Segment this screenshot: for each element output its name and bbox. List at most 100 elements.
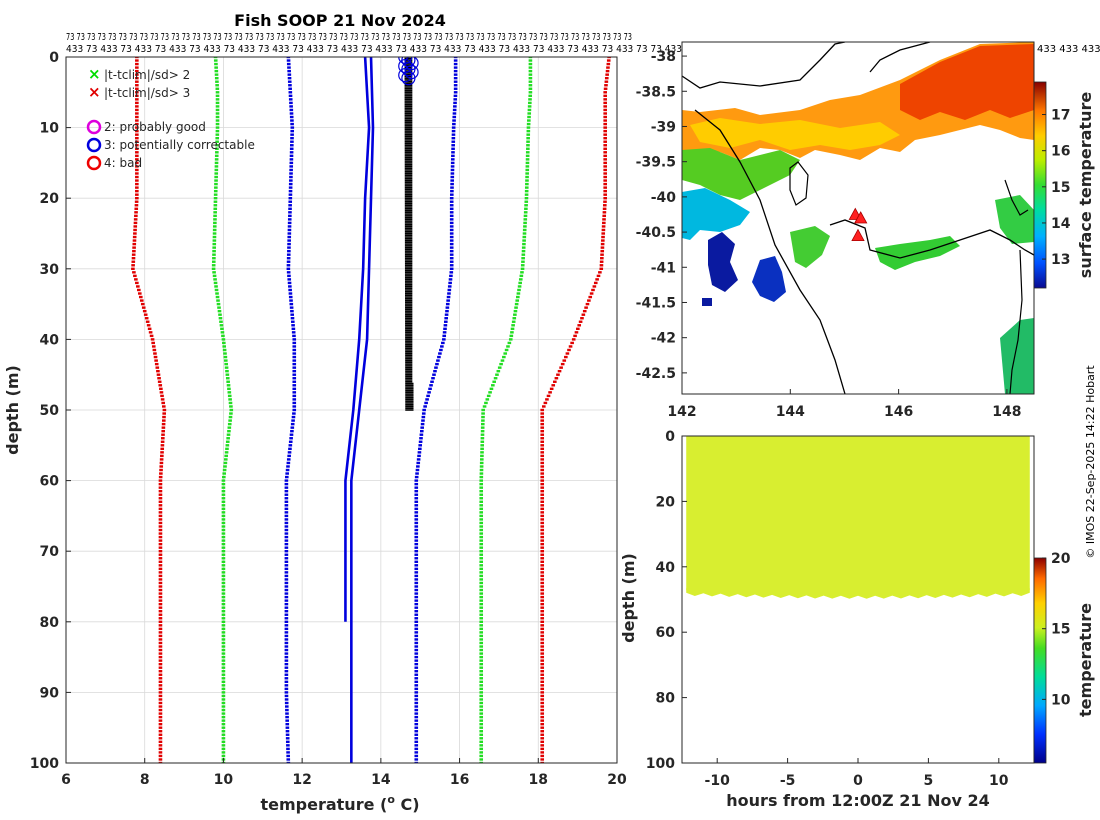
series-point [548,391,552,394]
series-point [479,659,484,662]
series-point [540,422,545,426]
td-colorbar [1033,557,1047,764]
series-point [448,278,453,281]
series-point [453,69,458,73]
series-point [289,302,294,306]
series-point [453,94,458,98]
series-point [540,687,545,691]
series-point [215,144,219,147]
profile-ytick-label: 30 [40,262,60,278]
series-point [292,377,297,380]
series-point [449,221,454,225]
series-point [221,652,226,655]
series-point [284,641,289,645]
series-point [480,451,484,454]
series-point [158,670,163,673]
series-point [603,122,607,126]
series-point [414,694,419,698]
series-point [540,606,545,609]
series-point [147,327,152,331]
series-point [221,687,226,691]
series-point [528,87,533,90]
series-point [284,560,289,563]
series-point [214,182,218,186]
series-point [290,144,294,147]
sst-colorbar-ticks: 13 14 15 16 17 [1042,108,1071,268]
series-point [154,362,159,366]
series-point [217,309,222,313]
series-point [229,408,234,412]
series-point [289,147,294,150]
series-point [518,281,522,285]
series-point [567,348,571,352]
series-point [212,271,216,274]
series-point [284,613,289,616]
series-point [414,553,419,556]
series-point [221,737,226,740]
series-point [414,751,419,754]
series-point [445,306,450,309]
series-point [215,91,220,94]
series-point [284,673,289,676]
series-point [287,249,291,253]
series-point [214,168,219,172]
series-point [540,454,545,458]
series-point [540,429,545,433]
series-point [292,408,297,412]
series-point [479,670,484,673]
series-point [479,602,484,606]
series-point [286,461,291,465]
series-point [602,221,606,225]
series-point [289,433,294,436]
series-point [215,122,220,126]
series-point [420,426,424,429]
series-point [451,147,455,150]
series-point [288,193,293,196]
series-point [215,108,220,112]
series-point [414,489,419,493]
series-point [158,602,163,606]
series-point [603,144,607,147]
series-point [221,634,226,638]
series-point [131,253,136,256]
series-point [135,115,139,119]
series-point [523,214,528,218]
series-point [154,359,158,362]
series-point [228,398,232,401]
series-point [158,624,163,627]
series-point [284,624,289,627]
profile-ticks: 6 8 10 12 14 16 18 20 0 10 20 30 40 50 60 70 80 90 100 [30,50,627,788]
series-point [416,458,421,461]
series-point [215,292,219,295]
series-point [414,634,419,638]
series-point [158,652,163,655]
series-point [443,320,448,323]
series-point [284,497,289,500]
series-point [574,331,579,334]
series-point [221,751,226,754]
series-point [158,691,163,694]
series-point [159,468,163,472]
map-ytick-label: -39.5 [636,155,676,171]
series-point [158,659,163,662]
series-point [214,179,218,182]
series-point [221,659,226,662]
series-point [160,451,164,454]
series-point [160,440,165,443]
series-point [414,617,419,620]
series-point [292,334,296,338]
series-point [573,334,577,338]
series-point [286,260,291,263]
series-point [158,532,163,535]
series-point [540,761,545,763]
sst-patch-central-1 [790,226,830,268]
series-point [289,154,294,158]
series-point [425,398,429,401]
series-point [284,687,289,691]
series-point [290,122,294,126]
series-point [284,546,289,549]
series-point [602,204,607,207]
series-point [287,451,292,454]
map-ytick-label: -38 [651,49,676,65]
